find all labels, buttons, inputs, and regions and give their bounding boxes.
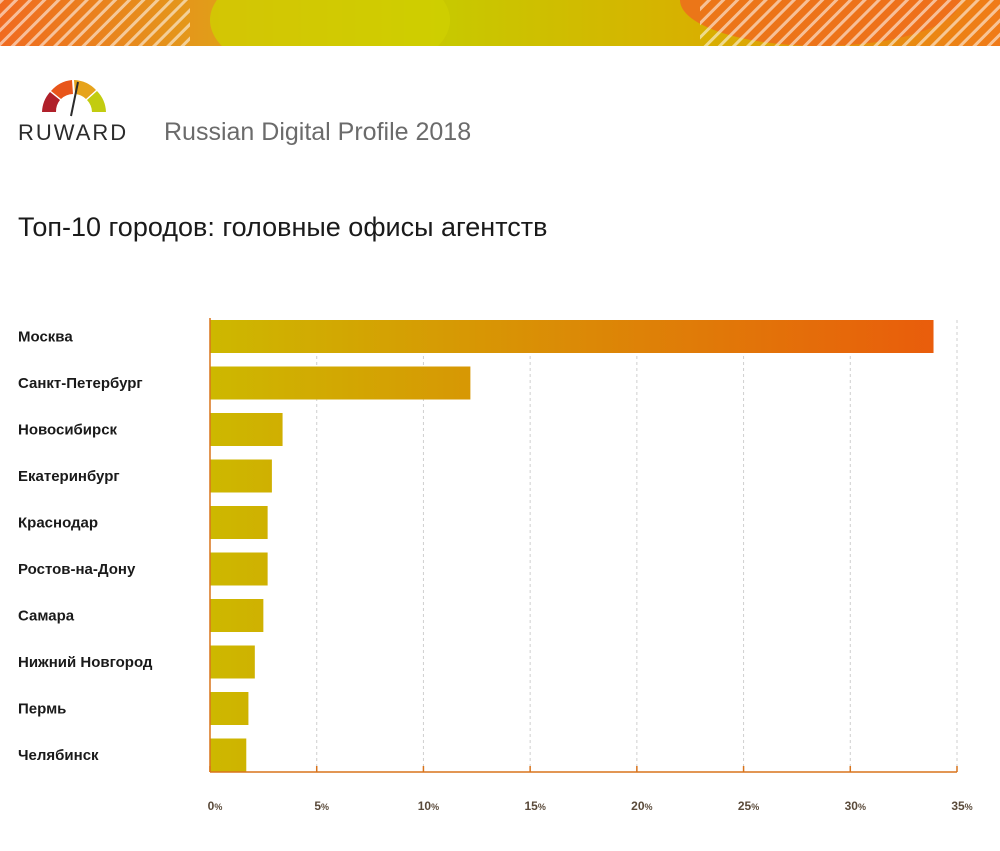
category-label: Челябинск [18,747,99,764]
x-tick-label: 25% [738,799,759,813]
bar [210,459,272,493]
category-label: Санкт-Петербург [18,375,143,392]
logo-text: RUWARD [18,120,129,145]
category-label: Ростов-на-Дону [18,561,136,578]
bars [210,320,934,772]
x-tick-label: 10% [418,799,439,813]
bar [210,366,471,400]
x-tick-label: 5% [314,799,329,813]
ruward-logo-gauge-icon [42,80,106,117]
x-tick-unit: % [214,802,222,812]
x-tick-unit: % [858,802,866,812]
bar [210,506,268,539]
bar [210,692,249,725]
category-label: Екатеринбург [18,468,120,485]
x-tick-label: 35% [951,799,972,813]
x-tick-unit: % [538,802,546,812]
bar-chart: Москва Санкт-Петербург Новосибирск Екатерин… [18,318,973,813]
chart-title: Топ-10 городов: головные офисы агентств [18,212,548,242]
bar [210,738,247,772]
x-tick-label: 15% [524,799,545,813]
page-subtitle: Russian Digital Profile 2018 [164,118,472,146]
x-tick-unit: % [751,802,759,812]
x-axis: 0% 5% 10% 15% 20% 25% 30% 35% [208,318,973,813]
bar [210,645,255,679]
category-label: Новосибирск [18,422,118,439]
header-banner [0,0,1000,46]
x-tick-label: 30% [845,799,866,813]
x-tick-label: 20% [631,799,652,813]
category-label: Пермь [18,701,66,718]
category-label: Москва [18,329,73,346]
category-labels: Москва Санкт-Петербург Новосибирск Екатерин… [18,329,153,765]
bar [210,552,268,586]
x-tick-unit: % [431,802,439,812]
category-label: Краснодар [18,515,98,532]
bar [210,413,283,446]
category-label: Самара [18,608,75,625]
bar [210,599,264,632]
x-tick-unit: % [965,802,973,812]
x-tick-label: 0% [208,799,223,813]
x-tick-unit: % [645,802,653,812]
bar [210,320,934,353]
x-tick-unit: % [321,802,329,812]
category-label: Нижний Новгород [18,654,153,671]
